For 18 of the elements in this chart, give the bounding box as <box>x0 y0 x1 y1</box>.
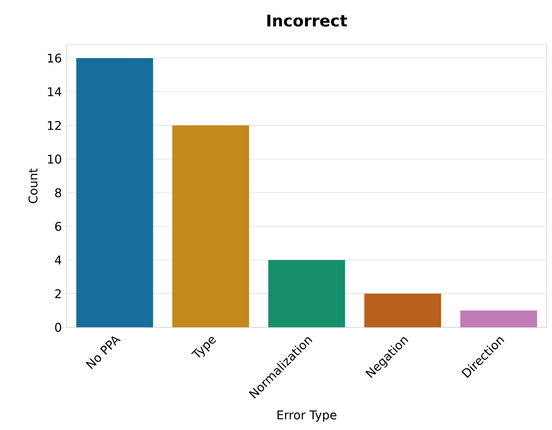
y-tick-label: 4 <box>54 256 62 264</box>
bar <box>460 310 538 328</box>
y-tick-label: 14 <box>48 87 62 96</box>
y-tick-label: 10 <box>48 154 62 164</box>
y-tick-label: 16 <box>48 54 62 63</box>
bar <box>76 58 154 328</box>
x-tick-label: No PPA <box>86 336 121 370</box>
bar <box>172 125 250 328</box>
bar <box>364 294 442 328</box>
y-tick-label: 2 <box>55 289 61 298</box>
chart-title: Incorrect <box>267 14 348 27</box>
y-axis-title: Count <box>28 168 38 204</box>
y-tick-label: 6 <box>55 222 62 231</box>
y-tick-label: 8 <box>55 188 62 198</box>
x-axis-title: Error Type <box>278 410 336 422</box>
bar <box>268 260 346 328</box>
y-tick-label: 12 <box>48 120 61 130</box>
y-tick-label: 0 <box>55 322 62 332</box>
